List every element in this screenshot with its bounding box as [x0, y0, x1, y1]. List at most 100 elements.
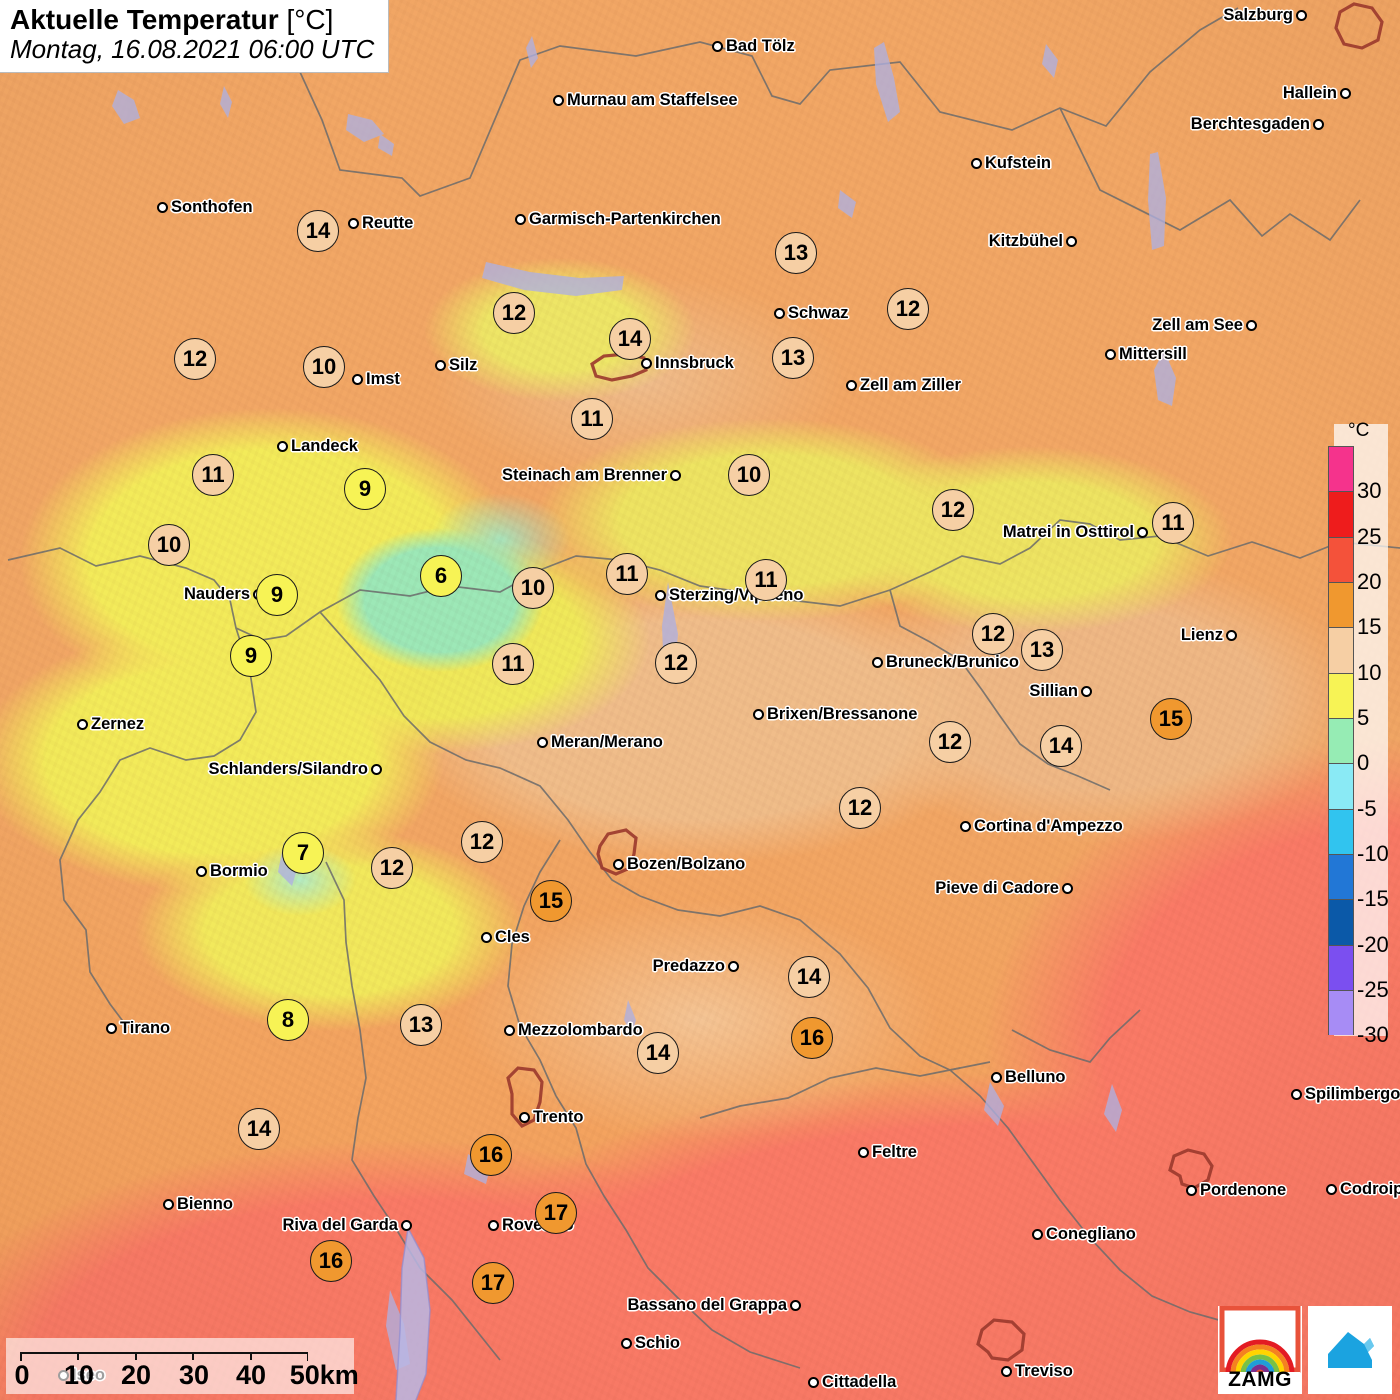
- city-marker-dot: [1340, 88, 1351, 99]
- city-marker-dot: [553, 95, 564, 106]
- station-temperature-marker[interactable]: 12: [174, 338, 216, 380]
- legend-tick-label: 15: [1357, 614, 1382, 640]
- station-temperature-marker[interactable]: 15: [1150, 698, 1192, 740]
- station-temperature-marker[interactable]: 6: [420, 555, 462, 597]
- station-temperature-marker[interactable]: 12: [493, 292, 535, 334]
- station-temperature-marker[interactable]: 14: [637, 1032, 679, 1074]
- station-temperature-marker[interactable]: 15: [530, 880, 572, 922]
- station-temperature-marker[interactable]: 13: [400, 1004, 442, 1046]
- city-marker-dot: [1105, 349, 1116, 360]
- city-name: Imst: [366, 370, 400, 388]
- station-temperature-marker[interactable]: 11: [192, 454, 234, 496]
- station-temperature-marker[interactable]: 16: [791, 1017, 833, 1059]
- station-temperature-marker[interactable]: 11: [745, 559, 787, 601]
- station-temperature-marker[interactable]: 12: [371, 847, 413, 889]
- city-marker-dot: [1081, 686, 1092, 697]
- city-name: Berchtesgaden: [1190, 115, 1310, 133]
- station-temperature-marker[interactable]: 13: [775, 232, 817, 274]
- city-name: Sillian: [1029, 682, 1078, 700]
- city-label: Murnau am Staffelsee: [553, 91, 738, 110]
- city-marker-dot: [106, 1023, 117, 1034]
- station-temperature-marker[interactable]: 10: [728, 454, 770, 496]
- city-name: Codroipo: [1340, 1180, 1400, 1198]
- station-temperature-marker[interactable]: 14: [1040, 725, 1082, 767]
- city-label: Belluno: [991, 1068, 1066, 1087]
- legend-tick-label: 20: [1357, 569, 1382, 594]
- station-temperature-marker[interactable]: 12: [972, 613, 1014, 655]
- station-temperature-marker[interactable]: 14: [297, 210, 339, 252]
- station-temperature-marker[interactable]: 7: [282, 832, 324, 874]
- mountain-arrow-icon: [1308, 1306, 1392, 1394]
- city-name: Reutte: [362, 214, 414, 232]
- station-temperature-marker[interactable]: 12: [655, 642, 697, 684]
- station-temperature-marker[interactable]: 9: [256, 574, 298, 616]
- station-temperature-marker[interactable]: 13: [1021, 629, 1063, 671]
- station-temperature-marker[interactable]: 17: [535, 1192, 577, 1234]
- legend-tick-label: -15: [1357, 886, 1389, 912]
- station-temperature-marker[interactable]: 16: [310, 1240, 352, 1282]
- station-temperature-marker[interactable]: 10: [512, 567, 554, 609]
- city-marker-dot: [1066, 236, 1077, 247]
- legend-tick-label: 30: [1357, 478, 1382, 504]
- city-marker-dot: [808, 1377, 819, 1388]
- station-temperature-marker[interactable]: 12: [929, 721, 971, 763]
- station-temperature-marker[interactable]: 12: [887, 288, 929, 330]
- station-temperature-marker[interactable]: 12: [839, 787, 881, 829]
- station-temperature-marker[interactable]: 11: [571, 398, 613, 440]
- city-label: Mittersill: [1105, 345, 1187, 364]
- city-marker-dot: [846, 380, 857, 391]
- station-temperature-marker[interactable]: 10: [303, 346, 345, 388]
- city-name: Brixen/Bressanone: [767, 705, 918, 723]
- legend-tick-label: 5: [1357, 705, 1370, 730]
- city-marker-dot: [348, 218, 359, 229]
- station-temperature-marker[interactable]: 16: [470, 1134, 512, 1176]
- station-temperature-marker[interactable]: 17: [472, 1262, 514, 1304]
- station-temperature-marker[interactable]: 11: [492, 643, 534, 685]
- city-marker-dot: [1186, 1185, 1197, 1196]
- city-marker-dot: [872, 657, 883, 668]
- station-temperature-marker[interactable]: 14: [238, 1108, 280, 1150]
- city-marker-dot: [277, 441, 288, 452]
- page-title: Aktuelle Temperatur [°C]: [10, 4, 374, 35]
- city-marker-dot: [77, 719, 88, 730]
- city-name: Spilimbergo: [1305, 1085, 1400, 1103]
- city-name: Silz: [449, 356, 478, 374]
- city-marker-dot: [515, 214, 526, 225]
- logo-bar: ZAMG: [1218, 1306, 1392, 1394]
- station-temperature-marker[interactable]: 9: [344, 468, 386, 510]
- city-name: Lienz: [1180, 626, 1223, 644]
- legend-band: [1328, 581, 1354, 628]
- city-label: Sillian: [1029, 682, 1092, 701]
- city-marker-dot: [1291, 1089, 1302, 1100]
- station-temperature-marker[interactable]: 9: [230, 635, 272, 677]
- station-temperature-marker[interactable]: 10: [148, 524, 190, 566]
- city-label: Innsbruck: [641, 354, 734, 373]
- station-temperature-marker[interactable]: 12: [461, 821, 503, 863]
- station-temperature-marker[interactable]: 13: [772, 337, 814, 379]
- station-temperature-marker[interactable]: 14: [609, 318, 651, 360]
- title-text: Aktuelle Temperatur: [10, 4, 279, 35]
- city-marker-dot: [519, 1112, 530, 1123]
- city-label: Bruneck/Brunico: [872, 653, 1019, 672]
- legend-color-bars: 30 25 20 15 10 5 0 -5 -10 -15 -20 -25 -30: [1328, 446, 1389, 1046]
- station-temperature-marker[interactable]: 11: [606, 553, 648, 595]
- legend-tick-label: 10: [1357, 659, 1382, 685]
- legend-band: [1328, 989, 1354, 1036]
- city-marker-dot: [641, 358, 652, 369]
- station-temperature-marker[interactable]: 14: [788, 956, 830, 998]
- city-label: Trento: [519, 1108, 583, 1127]
- station-temperature-marker[interactable]: 8: [267, 999, 309, 1041]
- city-label: Schlanders/Silandro: [208, 760, 382, 779]
- city-marker-dot: [157, 202, 168, 213]
- city-label: Feltre: [858, 1143, 917, 1162]
- city-label: Bassano del Grappa: [627, 1296, 801, 1315]
- station-temperature-marker[interactable]: 12: [932, 489, 974, 531]
- legend-band: [1328, 763, 1354, 809]
- scale-bar-ticks: [20, 1352, 308, 1361]
- lake-garda: [395, 1225, 431, 1400]
- city-marker-dot: [960, 821, 971, 832]
- city-marker-dot: [1313, 119, 1324, 130]
- city-name: Feltre: [872, 1143, 917, 1161]
- station-temperature-marker[interactable]: 11: [1152, 502, 1194, 544]
- city-name: Trento: [533, 1108, 584, 1126]
